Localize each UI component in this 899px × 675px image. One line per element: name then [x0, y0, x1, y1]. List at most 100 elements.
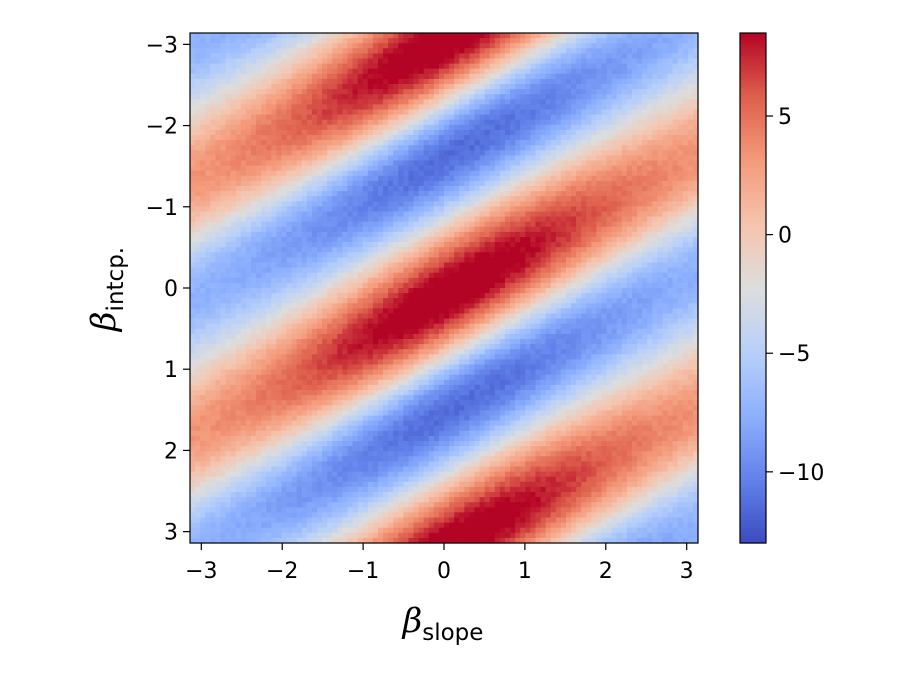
heatmap-cell — [296, 231, 303, 238]
heatmap-cell — [621, 201, 628, 207]
heatmap-cell — [591, 68, 597, 75]
heatmap-cell — [550, 160, 557, 167]
heatmap-cell — [642, 160, 648, 167]
heatmap-cell — [347, 109, 354, 116]
heatmap-cell — [317, 282, 323, 289]
heatmap-cell — [403, 175, 410, 182]
heatmap-cell — [545, 140, 552, 146]
heatmap-cell — [631, 84, 638, 90]
heatmap-cell — [311, 247, 318, 253]
heatmap-cell — [377, 124, 384, 131]
heatmap-cell — [245, 201, 252, 207]
heatmap-cell — [377, 84, 384, 90]
heatmap-cell — [266, 109, 272, 116]
heatmap-cell — [459, 282, 465, 289]
heatmap-cell — [499, 160, 506, 167]
heatmap-cell — [433, 109, 440, 116]
heatmap-cell — [276, 277, 283, 284]
heatmap-cell — [296, 150, 303, 156]
heatmap-cell — [266, 267, 272, 274]
heatmap-cell — [652, 231, 658, 238]
heatmap-cell — [377, 242, 384, 248]
heatmap-cell — [433, 73, 440, 80]
heatmap-cell — [596, 267, 603, 274]
heatmap-cell — [484, 226, 491, 233]
heatmap-cell — [403, 170, 410, 177]
heatmap-cell — [418, 170, 425, 177]
heatmap-cell — [276, 282, 283, 289]
heatmap-cell — [596, 58, 603, 65]
heatmap-cell — [464, 94, 470, 100]
heatmap-cell — [576, 145, 582, 151]
heatmap-cell — [200, 58, 206, 65]
heatmap-cell — [596, 165, 603, 172]
heatmap-cell — [261, 160, 267, 167]
heatmap-cell — [281, 48, 288, 54]
heatmap-cell — [428, 267, 435, 274]
heatmap-cell — [266, 272, 272, 279]
heatmap-cell — [525, 73, 531, 80]
heatmap-cell — [271, 119, 277, 126]
heatmap-cell — [220, 257, 227, 264]
heatmap-cell — [367, 186, 374, 192]
heatmap-cell — [322, 221, 328, 228]
heatmap-cell — [545, 150, 552, 156]
heatmap-cell — [520, 267, 526, 274]
heatmap-cell — [352, 175, 359, 182]
heatmap-cell — [240, 165, 247, 172]
heatmap-cell — [464, 68, 470, 75]
heatmap-cell — [357, 43, 364, 49]
heatmap-cell — [215, 155, 222, 162]
heatmap-cell — [571, 124, 577, 131]
heatmap-cell — [555, 277, 562, 284]
heatmap-cell — [682, 78, 689, 85]
heatmap-cell — [195, 68, 201, 75]
heatmap-cell — [571, 277, 577, 284]
heatmap-cell — [327, 196, 333, 202]
heatmap-cell — [271, 231, 277, 238]
heatmap-cell — [611, 231, 618, 238]
heatmap-cell — [571, 63, 577, 70]
heatmap-cell — [444, 33, 450, 39]
heatmap-cell — [550, 206, 557, 213]
heatmap-cell — [281, 150, 288, 156]
heatmap-cell — [682, 272, 689, 279]
heatmap-cell — [317, 216, 323, 223]
heatmap-cell — [362, 43, 369, 49]
heatmap-cell — [479, 160, 486, 167]
heatmap-cell — [631, 277, 638, 284]
heatmap-cell — [306, 150, 313, 156]
heatmap-cell — [301, 267, 308, 274]
heatmap-cell — [245, 68, 252, 75]
heatmap-cell — [520, 99, 526, 105]
heatmap-cell — [596, 221, 603, 228]
heatmap-cell — [352, 262, 359, 269]
heatmap-cell — [357, 165, 364, 172]
heatmap-cell — [469, 180, 476, 187]
heatmap-cell — [317, 191, 323, 197]
heatmap-cell — [362, 114, 369, 121]
heatmap-cell — [515, 211, 521, 218]
heatmap-cell — [428, 43, 435, 49]
heatmap-cell — [322, 277, 328, 284]
heatmap-cell — [672, 237, 679, 243]
heatmap-cell — [230, 216, 237, 223]
heatmap-cell — [626, 160, 633, 167]
heatmap-cell — [560, 124, 567, 131]
heatmap-cell — [474, 109, 481, 116]
heatmap-cell — [301, 114, 308, 121]
heatmap-cell — [631, 48, 638, 54]
heatmap-cell — [525, 84, 531, 90]
heatmap-cell — [444, 216, 450, 223]
heatmap-cell — [362, 104, 369, 111]
heatmap-cell — [388, 165, 394, 172]
heatmap-cell — [489, 38, 496, 44]
heatmap-cell — [408, 272, 415, 279]
heatmap-cell — [499, 150, 506, 156]
heatmap-cell — [428, 231, 435, 238]
heatmap-cell — [398, 211, 404, 218]
heatmap-cell — [220, 53, 227, 60]
heatmap-cell — [271, 191, 277, 197]
heatmap-cell — [250, 191, 257, 197]
heatmap-cell — [667, 63, 674, 70]
